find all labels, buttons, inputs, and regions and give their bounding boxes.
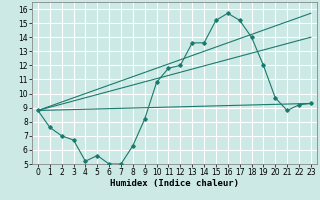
X-axis label: Humidex (Indice chaleur): Humidex (Indice chaleur)	[110, 179, 239, 188]
